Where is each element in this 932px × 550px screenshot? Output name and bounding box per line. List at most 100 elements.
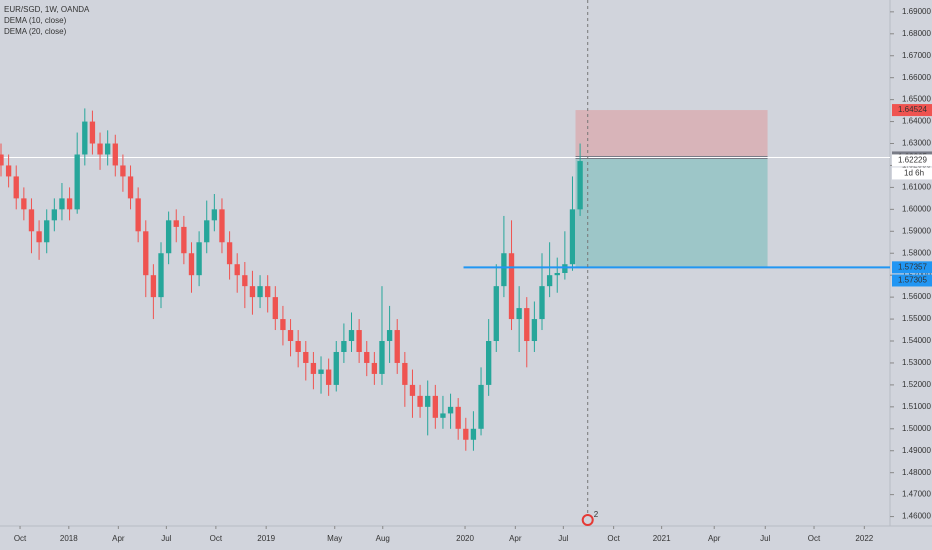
candle-body bbox=[165, 220, 172, 254]
last-price-label: 1.62229 bbox=[898, 156, 927, 165]
y-tick-label: 1.63000 bbox=[902, 139, 931, 148]
candle-body bbox=[120, 165, 126, 177]
x-tick-label: Oct bbox=[808, 534, 821, 543]
candle-body bbox=[127, 176, 134, 199]
y-tick-label: 1.49000 bbox=[902, 446, 931, 455]
y-tick-label: 1.55000 bbox=[902, 314, 931, 323]
candle-body bbox=[447, 406, 454, 414]
indicator-label: DEMA (20, close) bbox=[4, 27, 67, 36]
candle-body bbox=[0, 154, 4, 166]
candle-body bbox=[325, 369, 332, 385]
candle-body bbox=[105, 143, 111, 155]
candle-body bbox=[82, 121, 88, 155]
support-label-bg bbox=[892, 274, 932, 287]
x-tick-label: Apr bbox=[112, 534, 125, 543]
candle-body bbox=[112, 143, 118, 166]
candle-body bbox=[173, 220, 179, 227]
candle-body bbox=[554, 272, 560, 276]
y-tick-label: 1.50000 bbox=[902, 424, 931, 433]
candle-body bbox=[470, 428, 477, 440]
y-tick-label: 1.60000 bbox=[902, 204, 931, 213]
y-tick-label: 1.68000 bbox=[902, 29, 931, 38]
candle-body bbox=[348, 330, 355, 342]
x-tick-label: Oct bbox=[210, 534, 223, 543]
candle-body bbox=[463, 428, 469, 440]
line-price-label-bg bbox=[892, 261, 932, 274]
target-zone bbox=[575, 157, 768, 268]
candle-body bbox=[74, 154, 80, 210]
candle-body bbox=[265, 286, 271, 298]
chart-title: EUR/SGD, 1W, OANDA bbox=[4, 5, 90, 14]
candle-body bbox=[371, 362, 378, 374]
candle-body bbox=[516, 308, 522, 320]
candle-body bbox=[13, 176, 19, 199]
candle-body bbox=[303, 351, 309, 363]
candle-body bbox=[501, 253, 507, 287]
y-tick-label: 1.64000 bbox=[902, 117, 931, 126]
y-tick-label: 1.54000 bbox=[902, 336, 931, 345]
candle-body bbox=[36, 231, 42, 243]
x-tick-label: Oct bbox=[607, 534, 620, 543]
candle-body bbox=[21, 198, 27, 210]
x-tick-label: 2019 bbox=[257, 534, 275, 543]
candle-body bbox=[569, 209, 576, 265]
x-tick-label: 2018 bbox=[60, 534, 78, 543]
candle-body bbox=[181, 226, 187, 254]
y-tick-label: 1.53000 bbox=[902, 358, 931, 367]
candle-body bbox=[97, 143, 103, 155]
candle-body bbox=[531, 319, 538, 342]
y-tick-label: 1.66000 bbox=[902, 73, 931, 82]
candle-body bbox=[188, 253, 195, 276]
countdown-bg bbox=[892, 167, 932, 180]
candle-body bbox=[5, 165, 12, 177]
candle-body bbox=[478, 384, 484, 429]
x-tick-label: Aug bbox=[376, 534, 390, 543]
line-price-label: 1.57357 bbox=[898, 262, 927, 271]
x-tick-label: 2021 bbox=[653, 534, 671, 543]
y-tick-label: 1.61000 bbox=[902, 183, 931, 192]
candle-body bbox=[546, 275, 553, 287]
candle-body bbox=[562, 264, 568, 273]
stop-price-label: 1.64524 bbox=[898, 105, 927, 114]
events-badge bbox=[581, 514, 594, 526]
y-tick-label: 1.69000 bbox=[902, 7, 931, 16]
x-tick-label: Oct bbox=[14, 534, 27, 543]
candle-body bbox=[249, 286, 256, 298]
x-tick-label: Jul bbox=[161, 534, 171, 543]
candle-body bbox=[272, 297, 278, 320]
events-badge-count: 2 bbox=[594, 510, 599, 519]
candle-body bbox=[66, 198, 73, 210]
y-tick-label: 1.59000 bbox=[902, 226, 931, 235]
candle-body bbox=[394, 330, 400, 363]
candle-body bbox=[539, 286, 545, 320]
indicator-label: DEMA (10, close) bbox=[4, 16, 67, 25]
x-tick-label: May bbox=[327, 534, 342, 543]
y-tick-label: 1.56000 bbox=[902, 292, 931, 301]
candle-body bbox=[143, 231, 149, 276]
candle-body bbox=[150, 275, 157, 298]
candle-body bbox=[51, 209, 57, 221]
candle-body bbox=[287, 330, 294, 342]
x-tick-label: 2020 bbox=[456, 534, 474, 543]
x-tick-label: Apr bbox=[708, 534, 721, 543]
y-tick-label: 1.65000 bbox=[902, 95, 931, 104]
candle-body bbox=[219, 209, 225, 243]
candle-body bbox=[333, 351, 339, 385]
candle-body bbox=[485, 341, 492, 385]
candle-body bbox=[318, 369, 324, 374]
y-tick-label: 1.67000 bbox=[902, 51, 931, 60]
candle-body bbox=[242, 275, 248, 287]
x-tick-label: 2022 bbox=[855, 534, 873, 543]
candle-body bbox=[493, 286, 499, 342]
x-tick-label: Apr bbox=[509, 534, 522, 543]
candle-body bbox=[386, 330, 393, 342]
y-tick-label: 1.46000 bbox=[902, 512, 931, 521]
candle-body bbox=[257, 286, 263, 298]
candle-body bbox=[508, 253, 515, 320]
candle-body bbox=[524, 308, 530, 342]
candle-body bbox=[28, 209, 35, 232]
stop-price-label-bg bbox=[892, 104, 932, 117]
candle-body bbox=[89, 121, 96, 144]
candle-body bbox=[44, 220, 50, 243]
